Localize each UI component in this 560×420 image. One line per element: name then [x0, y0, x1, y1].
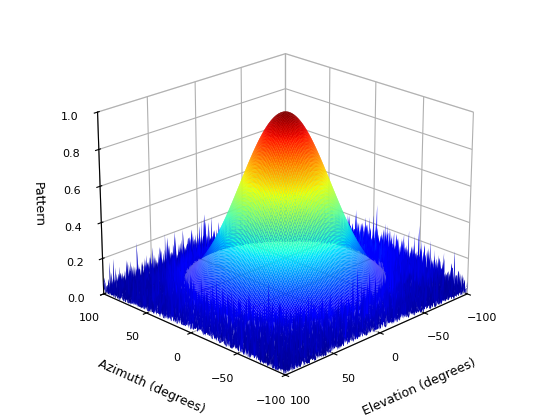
X-axis label: Elevation (degrees): Elevation (degrees) — [361, 356, 478, 418]
Y-axis label: Azimuth (degrees): Azimuth (degrees) — [96, 357, 207, 416]
